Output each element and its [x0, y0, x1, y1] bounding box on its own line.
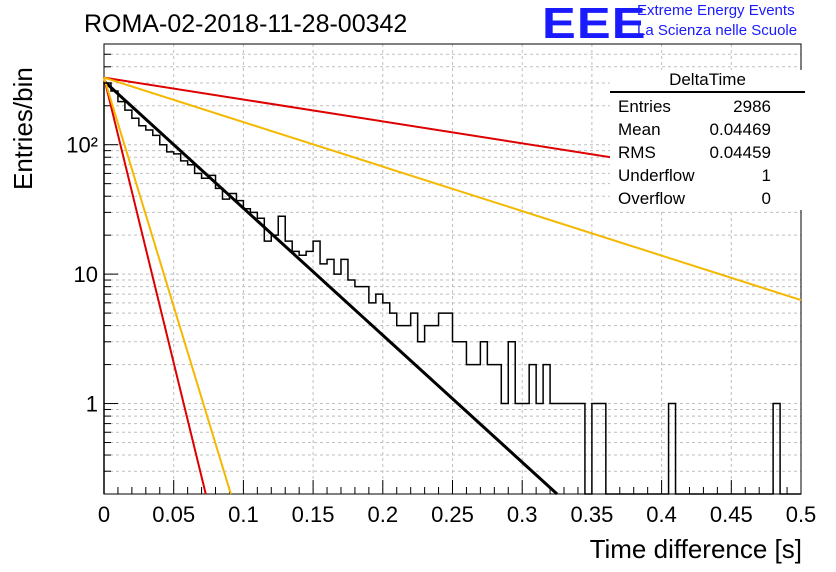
x-tick-label: 0.15	[292, 502, 335, 527]
x-tick-label: 0.1	[228, 502, 259, 527]
stats-title: DeltaTime	[610, 70, 805, 93]
stats-row-entries: Entries 2986	[618, 97, 771, 116]
x-tick-label: 0.4	[646, 502, 677, 527]
logo-line-1: Extreme Energy Events	[637, 2, 795, 19]
x-tick-label: 0.05	[152, 502, 195, 527]
fit-line	[102, 80, 559, 496]
x-axis-label: Time difference [s]	[589, 534, 802, 564]
x-tick-label: 0.2	[368, 502, 399, 527]
chart-title: ROMA-02-2018-11-28-00342	[84, 10, 408, 38]
stats-box: DeltaTime Entries 2986 Mean 0.04469 RMS 0.0…	[610, 70, 805, 210]
x-tick-label: 0.5	[786, 502, 817, 527]
series-line-yellow	[103, 76, 802, 302]
y-tick-label: 10	[74, 262, 98, 287]
x-tick-label: 0.35	[570, 502, 613, 527]
histogram	[103, 82, 801, 495]
logo-line-2: La Scienza nelle Scuole	[637, 22, 798, 39]
eee-logo: EEE	[542, 0, 647, 48]
x-tick-label: 0	[98, 502, 110, 527]
y-tick-label: 1	[86, 392, 98, 417]
x-tick-label: 0.25	[431, 502, 474, 527]
series-line-red	[103, 77, 207, 495]
y-tick-label: 10²	[66, 133, 98, 158]
y-axis-label: Entries/bin	[8, 67, 38, 190]
x-tick-label: 0.3	[507, 502, 538, 527]
x-tick-label: 0.45	[710, 502, 753, 527]
stats-row-rms: RMS 0.04459	[618, 143, 771, 162]
stats-row-mean: Mean 0.04469	[618, 120, 771, 139]
stats-row-underflow: Underflow 1	[618, 166, 771, 185]
stats-row-overflow: Overflow 0	[618, 189, 771, 208]
series-line-yellow	[103, 77, 232, 495]
